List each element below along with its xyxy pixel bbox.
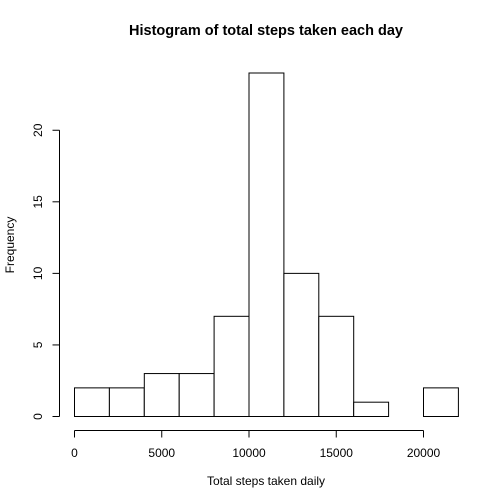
y-tick-label-2: 10 — [31, 266, 45, 280]
x-tick-label-4: 20000 — [407, 446, 441, 460]
y-axis: 0 5 10 15 20 — [31, 123, 60, 420]
bars-group — [74, 72, 459, 417]
histogram-bar-2 — [143, 373, 180, 417]
y-tick-label-0: 0 — [31, 413, 45, 420]
chart-title: Histogram of total steps taken each day — [129, 23, 403, 39]
x-axis: 0 5000 10000 15000 20000 — [71, 430, 441, 460]
histogram-bar-4 — [213, 315, 250, 417]
histogram-bar-5 — [248, 72, 285, 417]
histogram-bar-6 — [283, 272, 320, 417]
histogram-bar-7 — [318, 315, 355, 417]
x-axis-label: Total steps taken daily — [207, 474, 325, 488]
histogram-bar-3 — [178, 373, 215, 417]
histogram-bar-10 — [423, 387, 459, 417]
y-axis-label: Frequency — [3, 217, 17, 274]
y-tick-label-4: 20 — [31, 123, 45, 137]
x-tick-label-2: 10000 — [232, 446, 266, 460]
histogram-bar-8 — [353, 401, 390, 417]
x-tick-label-3: 15000 — [320, 446, 354, 460]
x-tick-label-1: 5000 — [148, 446, 175, 460]
y-tick-label-1: 5 — [31, 341, 45, 348]
x-tick-label-0: 0 — [71, 446, 78, 460]
histogram-bar-1 — [108, 387, 145, 417]
y-tick-label-3: 15 — [31, 195, 45, 209]
histogram-bar-0 — [74, 387, 110, 417]
